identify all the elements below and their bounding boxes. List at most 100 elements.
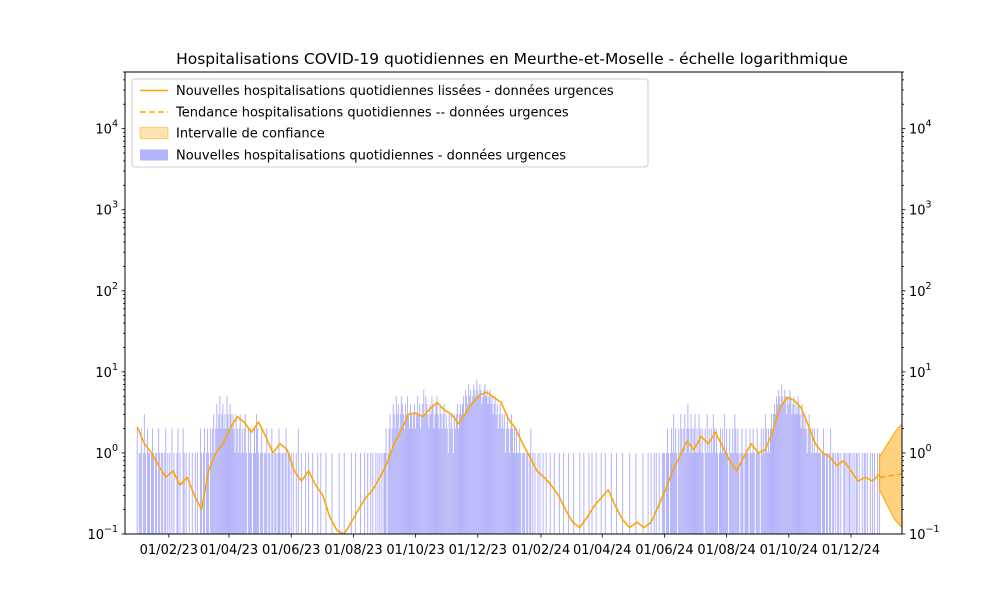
daily-bar <box>199 428 201 534</box>
y-tick-label-left: 10−1 <box>87 524 118 543</box>
daily-bar <box>483 389 485 534</box>
daily-bar <box>478 396 480 534</box>
daily-bar <box>491 396 493 534</box>
daily-bar <box>797 396 799 534</box>
y-tick-exponent: 1 <box>112 362 118 373</box>
daily-bar <box>245 452 247 534</box>
daily-bar <box>711 452 713 534</box>
daily-bar <box>415 428 417 534</box>
daily-bar <box>476 379 478 534</box>
daily-bar <box>509 428 511 534</box>
daily-bar <box>173 452 175 534</box>
daily-bar <box>745 428 747 534</box>
daily-bar <box>431 396 433 534</box>
daily-bar <box>698 414 700 534</box>
daily-bar <box>430 414 432 534</box>
daily-bar <box>667 452 669 534</box>
daily-bar <box>398 428 400 534</box>
daily-bar <box>179 452 181 534</box>
daily-bar <box>223 428 225 534</box>
daily-bar <box>501 414 503 534</box>
daily-bar <box>798 404 800 534</box>
daily-bar <box>494 396 496 534</box>
daily-bar <box>203 452 205 534</box>
daily-bar <box>216 404 218 534</box>
daily-bar <box>773 414 775 534</box>
daily-bar <box>848 452 850 534</box>
daily-bar <box>213 414 215 534</box>
daily-bar <box>735 428 737 534</box>
daily-bar <box>776 396 778 534</box>
daily-bar <box>526 452 528 534</box>
daily-bar <box>260 452 262 534</box>
daily-bar <box>783 404 785 534</box>
daily-bar <box>285 428 287 534</box>
daily-bar <box>473 384 475 534</box>
y-tick-base: 10 <box>87 528 104 543</box>
smoothed-line-layer <box>136 391 881 534</box>
daily-bar <box>212 428 214 534</box>
daily-bar <box>390 452 392 534</box>
daily-bar <box>808 414 810 534</box>
daily-bar <box>516 428 518 534</box>
daily-bar <box>799 414 801 534</box>
daily-bar <box>429 404 431 534</box>
daily-bar <box>866 452 868 534</box>
daily-bar <box>661 452 663 534</box>
daily-bar <box>232 414 234 534</box>
daily-bar <box>542 452 544 534</box>
daily-bar <box>472 396 474 534</box>
y-tick-exponent: 2 <box>926 281 932 292</box>
daily-bar <box>171 428 173 534</box>
daily-bar <box>469 396 471 534</box>
daily-bar <box>738 452 740 534</box>
daily-bar <box>851 452 853 534</box>
daily-bar <box>514 428 516 534</box>
daily-bar <box>188 452 190 534</box>
daily-bar <box>242 452 244 534</box>
daily-bar <box>802 414 804 534</box>
daily-bar <box>691 428 693 534</box>
x-tick-label: 01/02/24 <box>512 543 570 558</box>
daily-bar <box>864 452 866 534</box>
daily-bar <box>709 452 711 534</box>
daily-bar <box>523 452 525 534</box>
daily-bar <box>338 452 340 534</box>
daily-bar <box>482 396 484 534</box>
daily-bar <box>465 389 467 534</box>
daily-bar <box>284 452 286 534</box>
daily-bar <box>534 452 536 534</box>
daily-bar <box>443 404 445 534</box>
daily-bar <box>360 452 362 534</box>
daily-bar <box>406 396 408 534</box>
daily-bar <box>265 452 267 534</box>
y-tick-base: 10 <box>95 447 112 462</box>
daily-bar <box>278 428 280 534</box>
daily-bar <box>701 428 703 534</box>
daily-bar <box>183 452 185 534</box>
daily-bar <box>714 452 716 534</box>
daily-bar <box>827 452 829 534</box>
daily-bar <box>532 452 534 534</box>
daily-bar <box>217 428 219 534</box>
daily-bar <box>700 452 702 534</box>
daily-bar <box>680 414 682 534</box>
daily-bar <box>579 452 581 534</box>
daily-bar <box>817 452 819 534</box>
daily-bar <box>243 428 245 534</box>
daily-bar <box>490 404 492 534</box>
daily-bar <box>279 452 281 534</box>
daily-bar <box>277 452 279 534</box>
daily-bar <box>600 452 602 534</box>
daily-bar <box>610 452 612 534</box>
daily-bar <box>809 428 811 534</box>
daily-bar <box>367 452 369 534</box>
daily-bar <box>225 428 227 534</box>
daily-bar <box>449 428 451 534</box>
daily-bar <box>254 428 255 534</box>
daily-bar <box>295 452 297 534</box>
daily-bar <box>558 452 560 534</box>
daily-bar <box>161 452 163 534</box>
daily-bar <box>256 414 258 534</box>
